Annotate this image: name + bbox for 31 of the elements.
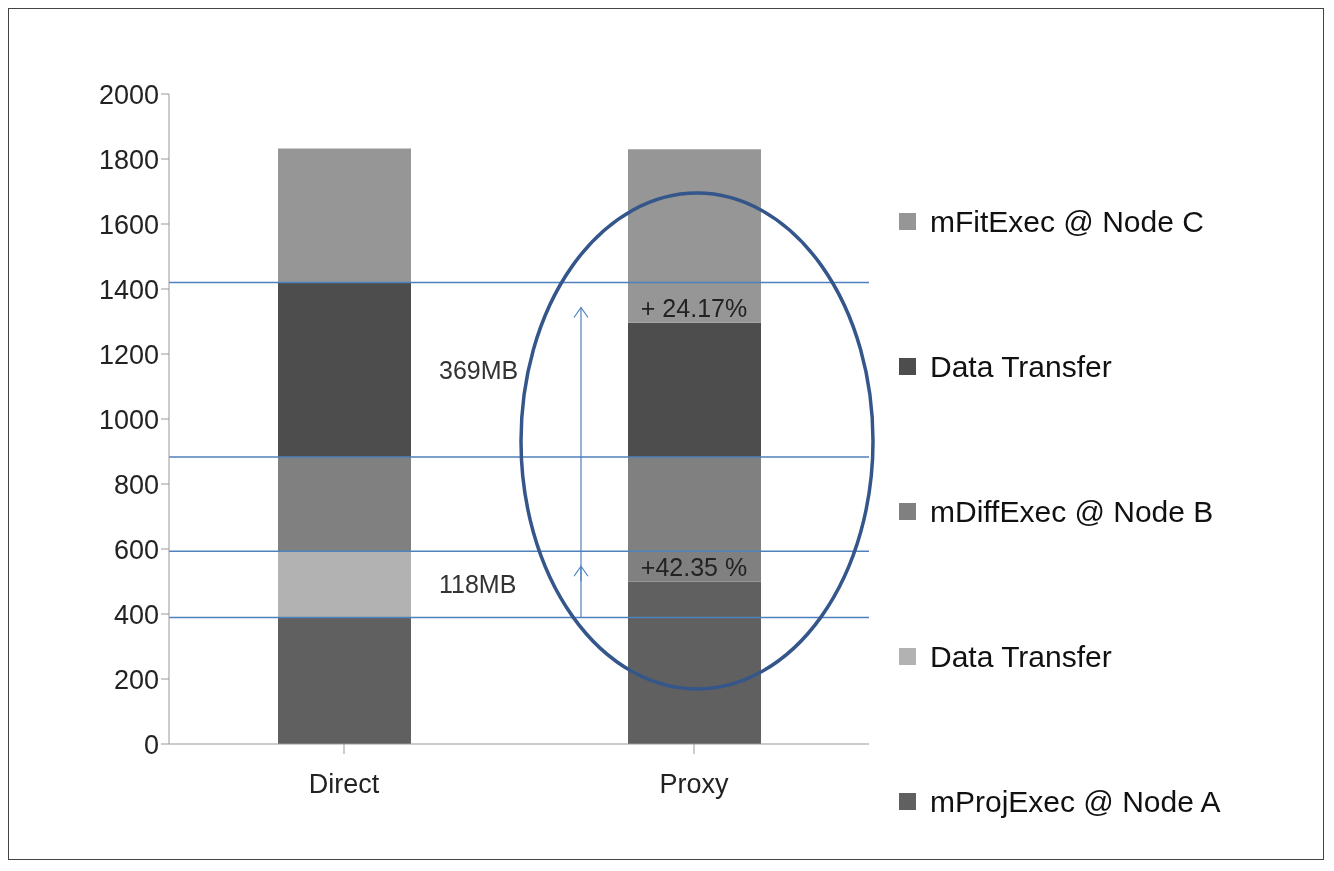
bar bbox=[278, 617, 411, 744]
legend-label: Data Transfer bbox=[930, 349, 1112, 384]
annotation: + 24.17% bbox=[640, 293, 748, 322]
y-tick-label: 400 bbox=[113, 599, 159, 630]
bar bbox=[628, 149, 761, 323]
legend-label: mFitExec @ Node C bbox=[930, 204, 1204, 239]
bar bbox=[278, 282, 411, 458]
y-tick-label: 0 bbox=[143, 729, 159, 760]
bar bbox=[278, 457, 411, 552]
legend-label: Data Transfer bbox=[930, 639, 1112, 674]
bar bbox=[628, 581, 761, 744]
legend-label: mDiffExec @ Node B bbox=[930, 494, 1214, 529]
y-tick-label: 1200 bbox=[98, 339, 159, 370]
y-tick-label: 800 bbox=[113, 469, 159, 500]
bar bbox=[278, 551, 411, 618]
annotation: 118MB bbox=[439, 570, 517, 599]
bar bbox=[278, 148, 411, 283]
y-tick-label: 1400 bbox=[98, 274, 159, 305]
y-tick-label: 1800 bbox=[98, 144, 159, 175]
y-tick-label: 1600 bbox=[98, 209, 159, 240]
annotation: 369MB bbox=[439, 355, 519, 384]
legend-label: mProjExec @ Node A bbox=[930, 784, 1221, 819]
x-tick-label: Proxy bbox=[659, 769, 729, 800]
x-tick-label: Direct bbox=[308, 769, 380, 800]
y-tick-label: 2000 bbox=[98, 79, 159, 110]
y-tick-label: 600 bbox=[113, 534, 159, 565]
annotation: +42.35 % bbox=[640, 552, 748, 581]
y-tick-label: 200 bbox=[113, 664, 159, 695]
y-tick-label: 1000 bbox=[98, 404, 159, 435]
bar bbox=[628, 322, 761, 458]
bar bbox=[628, 457, 761, 582]
